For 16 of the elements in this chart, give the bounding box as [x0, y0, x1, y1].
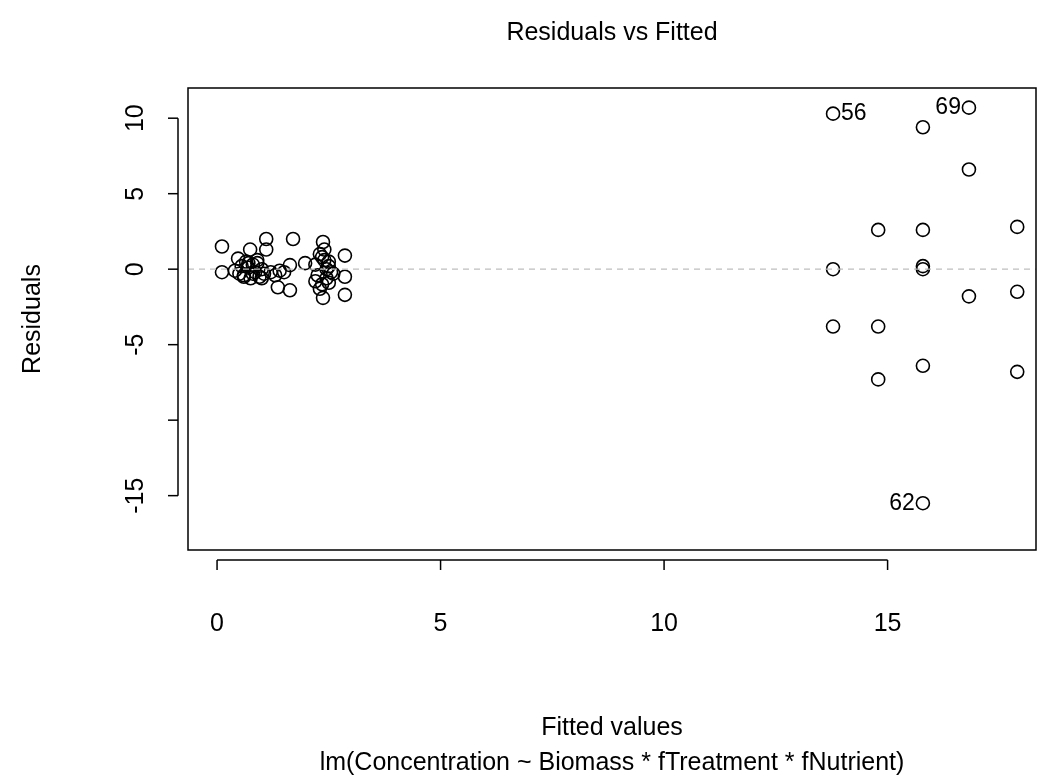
y-axis-title: Residuals [17, 264, 45, 374]
y-tick-label: 10 [119, 104, 148, 133]
y-tick-label: 5 [119, 186, 148, 201]
text: lm(Concentration ~ Biomass * fTreatment * fNutrient) [319, 747, 905, 775]
x-tick-label: 10 [650, 608, 678, 637]
annotation: 62 [889, 488, 915, 515]
chart-title: Residuals vs Fitted [506, 17, 718, 45]
annotation: 69 [935, 92, 961, 119]
annotation: 56 [841, 99, 867, 126]
y-tick-label: 0 [119, 262, 148, 277]
x-axis-title: Fitted values [541, 712, 683, 740]
x-tick-label: 5 [433, 608, 448, 637]
x-tick-label: 15 [873, 608, 902, 637]
y-tick-label: -15 [119, 477, 148, 514]
x-tick-label: 0 [210, 608, 225, 637]
y-tick-label: -5 [119, 333, 148, 356]
